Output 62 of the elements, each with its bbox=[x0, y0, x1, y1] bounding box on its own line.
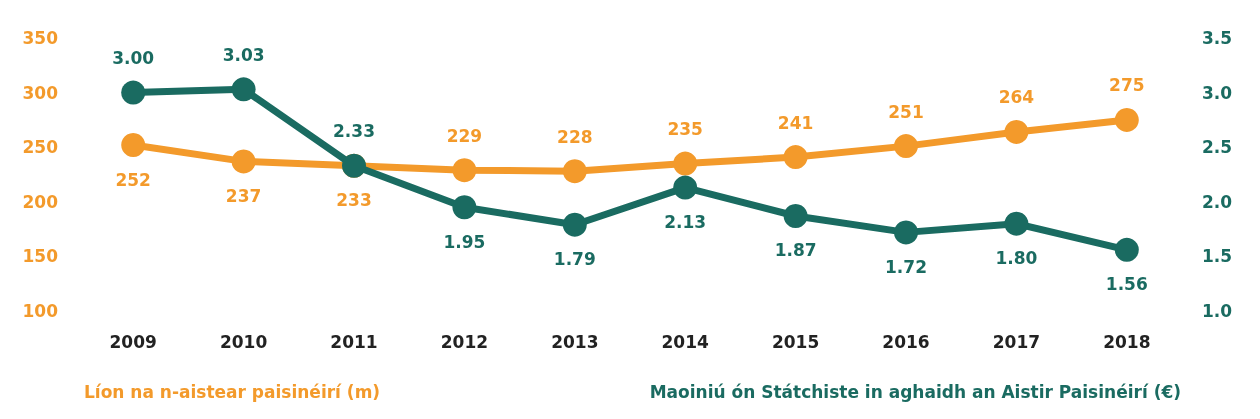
y2-tick-label: 1.0 bbox=[1202, 301, 1233, 321]
data-label: 275 bbox=[1109, 75, 1145, 96]
data-label: 3.03 bbox=[222, 44, 265, 65]
data-label: 235 bbox=[667, 119, 703, 140]
y-tick-label: 300 bbox=[22, 82, 59, 103]
point bbox=[673, 151, 698, 176]
data-label: 1.95 bbox=[443, 231, 486, 252]
point bbox=[1004, 211, 1029, 236]
data-label: 1.79 bbox=[553, 249, 596, 270]
x-tick-label: 2011 bbox=[330, 331, 378, 352]
data-label: 252 bbox=[115, 169, 151, 190]
point bbox=[1114, 107, 1139, 132]
y2-tick-label: 3.0 bbox=[1202, 82, 1233, 103]
data-label: 2.13 bbox=[664, 212, 707, 233]
point bbox=[783, 204, 808, 228]
x-tick-label: 2010 bbox=[219, 331, 268, 352]
point bbox=[121, 80, 146, 105]
data-label: 228 bbox=[557, 126, 593, 147]
point bbox=[231, 149, 256, 174]
point bbox=[231, 77, 256, 102]
data-label: 229 bbox=[446, 125, 483, 146]
data-label: 251 bbox=[888, 101, 924, 122]
data-label: 237 bbox=[225, 185, 262, 206]
point bbox=[783, 145, 808, 170]
data-label: 1.72 bbox=[885, 256, 927, 277]
text: Líon na n-aistear paisinéirí (m) bbox=[84, 381, 381, 402]
text: Maoiniú ón Státchiste in aghaidh an Aistir Paisinéirí (€) bbox=[649, 381, 1182, 402]
point bbox=[1004, 119, 1029, 144]
x-tick-label: 2015 bbox=[771, 331, 820, 352]
y-tick-label: 100 bbox=[22, 301, 59, 321]
x-tick-label: 2014 bbox=[661, 331, 710, 352]
data-label: 1.87 bbox=[774, 240, 817, 261]
point bbox=[121, 133, 146, 158]
data-label: 2.33 bbox=[333, 121, 375, 142]
data-label: 233 bbox=[336, 190, 372, 211]
data-label: 264 bbox=[998, 87, 1035, 108]
point bbox=[562, 212, 587, 237]
point bbox=[894, 220, 918, 245]
point bbox=[1114, 237, 1139, 262]
x-tick-label: 2009 bbox=[109, 331, 157, 352]
point bbox=[673, 175, 698, 200]
y2-tick-label: 2.0 bbox=[1202, 191, 1233, 212]
y-tick-label: 250 bbox=[22, 137, 59, 158]
x-tick-label: 2018 bbox=[1103, 331, 1151, 352]
x-tick-label: 2016 bbox=[882, 331, 930, 352]
y-tick-label: 350 bbox=[22, 28, 59, 48]
data-label: 3.00 bbox=[112, 48, 155, 69]
point bbox=[452, 158, 477, 183]
data-label: 1.56 bbox=[1105, 274, 1148, 295]
x-tick-label: 2012 bbox=[440, 331, 489, 352]
y-tick-label: 200 bbox=[22, 191, 59, 212]
y2-tick-label: 2.5 bbox=[1202, 137, 1233, 158]
y2-tick-label: 3.5 bbox=[1202, 28, 1233, 48]
data-label: 1.80 bbox=[995, 248, 1038, 269]
data-label: 241 bbox=[777, 112, 814, 133]
point bbox=[894, 134, 918, 159]
x-tick-label: 2017 bbox=[992, 331, 1041, 352]
y-tick-label: 150 bbox=[22, 246, 59, 267]
x-tick-label: 2013 bbox=[551, 331, 599, 352]
point bbox=[452, 195, 477, 220]
point bbox=[562, 159, 587, 184]
y2-tick-label: 1.5 bbox=[1202, 246, 1233, 267]
